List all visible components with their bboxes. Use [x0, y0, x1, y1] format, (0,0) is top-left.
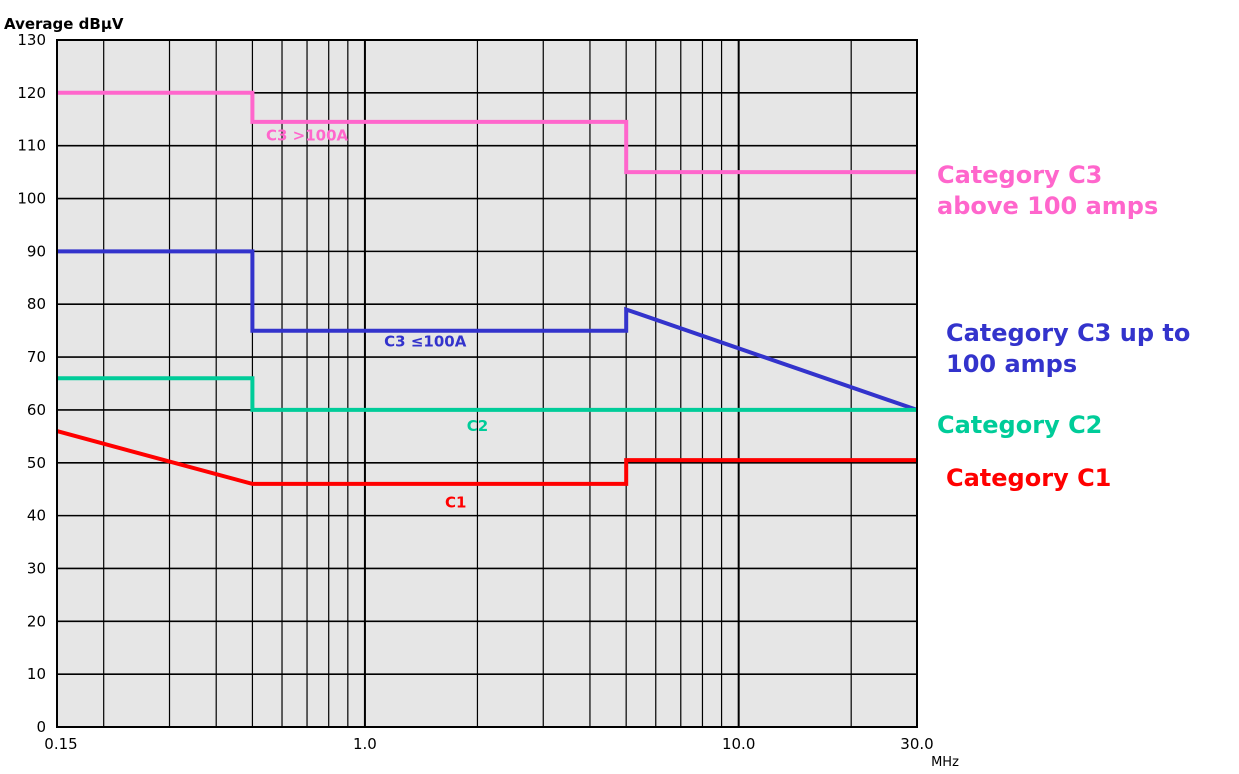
legend-label: above 100 amps [937, 192, 1158, 220]
series-inline-label: C3 >100A [266, 126, 349, 144]
y-tick-label: 90 [27, 242, 46, 260]
y-tick-label: 30 [27, 559, 46, 577]
y-tick-label: 130 [17, 31, 46, 49]
x-tick-labels: 0.15 1.0 10.0 30.0 [44, 735, 933, 753]
y-tick-label: 50 [27, 454, 46, 472]
y-axis-title: Average dBµV [4, 15, 124, 33]
series-inline-labels: C3 >100A C3 ≤100A C2 C1 [266, 126, 488, 511]
y-tick-label: 20 [27, 612, 46, 630]
series-line-c1 [56, 429, 917, 486]
series-inline-label: C2 [467, 417, 488, 435]
y-tick-label: 70 [27, 348, 46, 366]
series-inline-label: C1 [445, 494, 466, 512]
y-tick-label: 80 [27, 295, 46, 313]
y-tick-label: 60 [27, 401, 46, 419]
series-line-c3-100a [57, 90, 917, 175]
y-tick-labels: 0 10 20 30 40 50 60 70 80 90 100 110 120 130 [17, 31, 46, 736]
y-tick-label: 0 [36, 718, 46, 736]
x-tick-label: 0.15 [44, 735, 77, 753]
plot-area [57, 40, 917, 727]
y-tick-label: 120 [17, 84, 46, 102]
legend-label: Category C3 [937, 161, 1102, 189]
series-inline-label: C3 ≤100A [384, 333, 467, 351]
plot-frame [56, 39, 918, 728]
y-tick-label: 10 [27, 665, 46, 683]
y-tick-label: 40 [27, 507, 46, 525]
y-tick-label: 100 [17, 190, 46, 208]
legend-label: Category C3 up to [946, 319, 1190, 347]
x-tick-label: 1.0 [353, 735, 377, 753]
legend-label: 100 amps [946, 350, 1077, 378]
legend-label: Category C2 [937, 411, 1102, 439]
y-tick-label: 110 [17, 137, 46, 155]
x-tick-label: 10.0 [722, 735, 755, 753]
series-line-c3-100a [57, 249, 918, 412]
legend-label: Category C1 [946, 464, 1111, 492]
series-line-c2 [57, 376, 917, 412]
series-layer [56, 90, 918, 486]
x-axis-unit: MHz [931, 755, 959, 770]
legend: Category C3 above 100 amps Category C3 up … [937, 161, 1190, 492]
x-tick-label: 30.0 [900, 735, 933, 753]
